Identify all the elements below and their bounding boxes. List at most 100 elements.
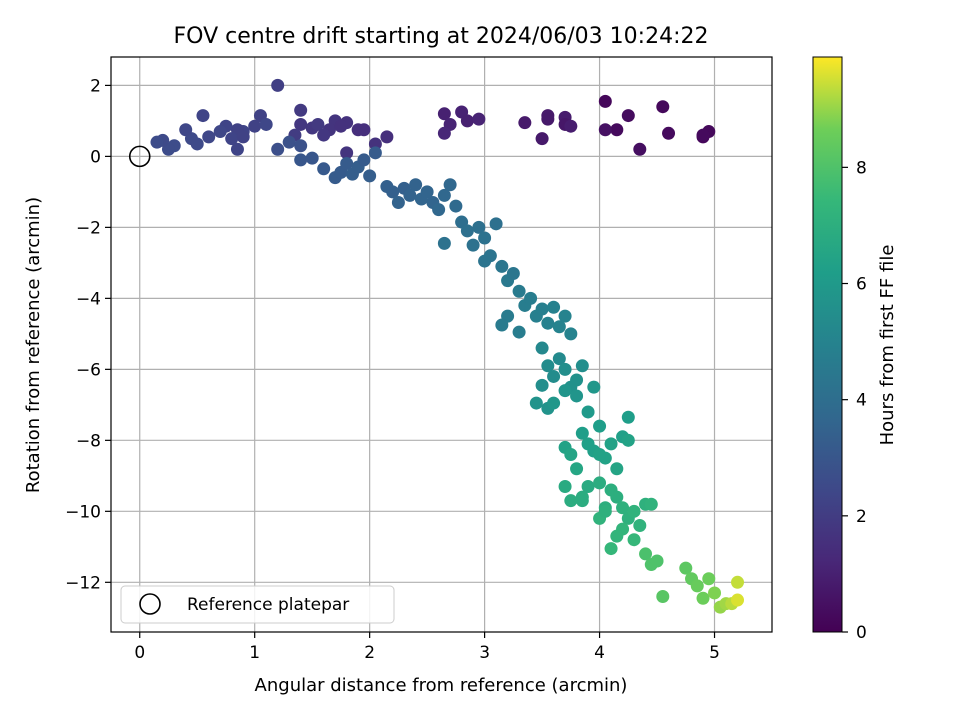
data-point [731,575,745,589]
data-point [587,380,601,394]
data-point [679,561,693,575]
data-point [558,309,572,323]
data-point [621,109,635,123]
data-point [570,389,584,403]
y-tick-label: −12 [65,573,101,593]
data-point [391,196,405,210]
colorbar: 0 2 4 6 8 Hours from first FF file [812,56,898,643]
data-point [196,109,210,123]
data-point [230,142,244,156]
y-tick-label: −8 [76,431,101,451]
data-point [639,547,653,561]
data-point [179,123,193,137]
data-point [575,359,589,373]
data-point [340,146,354,160]
x-tick-label: 2 [364,643,375,663]
data-point [213,125,227,139]
data-point [271,78,285,92]
data-point [541,112,555,126]
data-point [547,369,561,383]
data-point [564,327,578,341]
data-point [610,529,624,543]
x-axis-ticks: 0 1 2 3 4 5 [134,632,720,663]
data-point [650,554,664,568]
data-point [512,325,526,339]
data-point [627,533,641,547]
colorbar-tick-label: 6 [856,275,867,295]
data-point [495,259,509,273]
data-point [420,185,434,199]
data-point [598,94,612,108]
data-point [593,419,607,433]
data-point [633,142,647,156]
legend-box [120,585,395,624]
data-point [656,100,670,114]
data-point [558,479,572,493]
data-point [271,142,285,156]
data-point [575,494,589,508]
data-point [547,396,561,410]
data-point [495,318,509,332]
data-point [598,504,612,518]
data-point [702,572,716,586]
y-axis-ticks: 2 0 −2 −4 −6 −8 −10 −12 [65,76,111,593]
data-point [489,217,503,231]
data-point [236,130,250,144]
data-point [478,231,492,245]
data-point [575,426,589,440]
data-point [524,291,538,305]
data-point [564,119,578,133]
data-points [150,78,745,614]
data-point [357,153,371,167]
data-point [593,476,607,490]
data-point [581,405,595,419]
data-point [662,126,676,140]
data-point [570,462,584,476]
data-point [437,107,451,121]
data-point [466,238,480,252]
data-point [627,504,641,518]
data-point [558,384,572,398]
y-tick-label: 2 [90,76,101,96]
colorbar-label: Hours from first FF file [877,245,898,446]
data-point [432,203,446,217]
plot-area: 0 1 2 3 4 5 2 0 −2 −4 −6 −8 −10 −12 [65,56,773,663]
data-point [340,156,354,170]
data-point [564,448,578,462]
data-point [547,300,561,314]
data-point [529,396,543,410]
data-point [621,433,635,447]
data-point [449,199,463,213]
chart-title: FOV centre drift starting at 2024/06/03 … [174,24,709,49]
grid-lines [111,57,772,632]
data-point [535,378,549,392]
data-point [598,123,612,137]
data-point [368,146,382,160]
data-point [570,373,584,387]
colorbar-gradient [812,56,843,633]
data-point [610,123,624,137]
data-point [690,579,704,593]
colorbar-tick-label: 0 [856,623,867,643]
data-point [506,267,520,281]
x-tick-label: 1 [249,643,260,663]
data-point [294,103,308,117]
data-point [363,169,377,183]
data-point [386,185,400,199]
data-point [472,112,486,126]
data-point [202,130,216,144]
data-point [317,128,331,142]
x-tick-label: 0 [134,643,145,663]
data-point [552,352,566,366]
data-point [409,178,423,192]
data-point [282,135,296,149]
data-point [512,284,526,298]
data-point [541,359,555,373]
data-point [593,448,607,462]
data-point [225,132,239,146]
data-point [616,501,630,515]
data-point [190,137,204,151]
colorbar-ticks: 0 2 4 6 8 [842,158,867,643]
data-point [443,178,457,192]
data-point [558,362,572,376]
